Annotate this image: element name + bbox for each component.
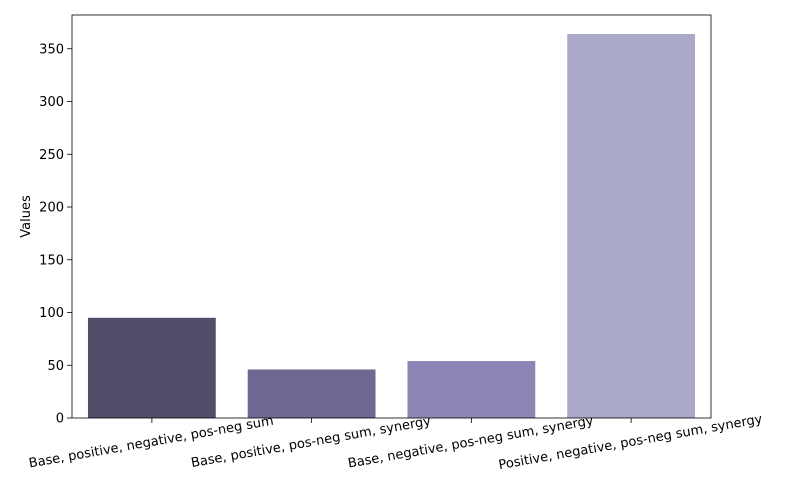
bar-4 [567, 33, 696, 418]
y-tick-label-0: 0 [56, 412, 64, 427]
y-tick-label-250: 250 [39, 148, 64, 163]
y-tick-label-200: 200 [39, 201, 64, 216]
y-axis: 0 50 100 150 200 250 300 350 [39, 42, 72, 427]
bar-3 [407, 361, 536, 418]
y-tick-label-300: 300 [39, 95, 64, 110]
y-tick-label-350: 350 [39, 42, 64, 57]
bar-2 [247, 369, 376, 418]
bar-1 [87, 317, 216, 418]
bars-group [87, 33, 696, 418]
plot-frame [71, 14, 712, 419]
y-tick-label-150: 150 [39, 253, 64, 268]
y-tick-label-100: 100 [39, 306, 64, 321]
y-axis-label: Values [19, 195, 34, 238]
y-tick-label-50: 50 [47, 359, 64, 374]
x-tick-label-4: Positive, negative, pos-neg sum, synergy [497, 412, 763, 473]
x-axis: Base, positive, negative, pos-neg sumBas… [28, 412, 764, 473]
